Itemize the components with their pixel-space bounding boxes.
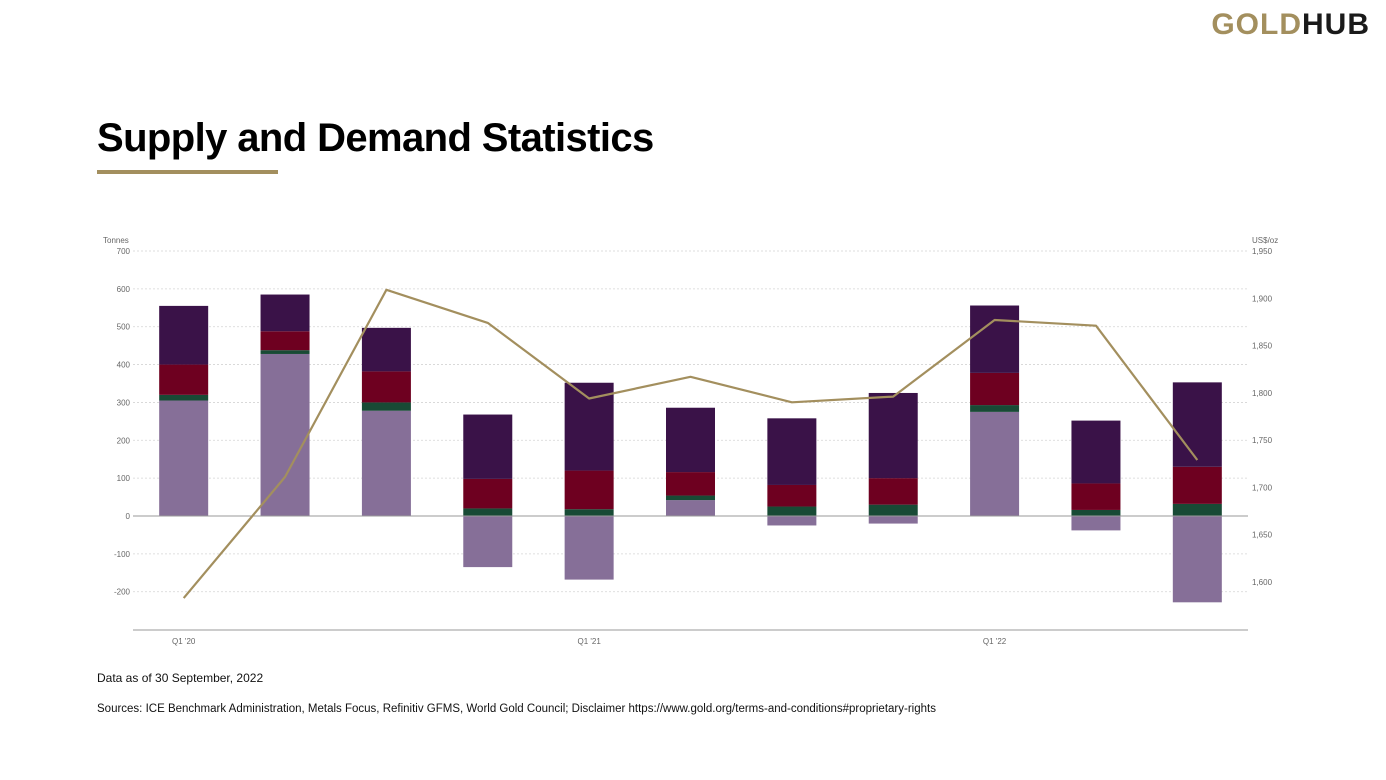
bar-segment [361, 402, 411, 411]
left-tick-label: 600 [117, 285, 131, 294]
left-axis-label: Tonnes [103, 236, 129, 245]
bar-segment [970, 372, 1020, 406]
price-line [182, 288, 1199, 599]
right-tick-label: 1,650 [1252, 531, 1273, 540]
bar-segment [159, 364, 209, 395]
x-tick-label: Q1 '22 [983, 637, 1007, 646]
right-tick-label: 1,750 [1252, 436, 1273, 445]
bar-segment [1071, 420, 1121, 484]
bar-segment [564, 470, 614, 510]
sources-note: Sources: ICE Benchmark Administration, M… [97, 703, 936, 715]
bar-segment [564, 509, 614, 516]
logo-hub-text: HUB [1302, 8, 1370, 41]
bars [159, 294, 1222, 603]
bar-segment [868, 392, 918, 479]
right-axis-label: US$/oz [1252, 236, 1278, 245]
bar-segment [463, 516, 513, 568]
bar-segment [666, 500, 715, 516]
right-tick-label: 1,900 [1252, 294, 1273, 303]
left-tick-label: 400 [117, 361, 131, 370]
bar-segment [1071, 483, 1121, 510]
bar-segment [361, 327, 411, 372]
bar-segment [767, 516, 817, 526]
logo-gold-text: GOLD [1211, 8, 1302, 41]
right-tick-label: 1,850 [1252, 342, 1273, 351]
bar-segment [159, 394, 209, 401]
bar-segment [767, 484, 817, 507]
bar-segment [1172, 516, 1222, 603]
left-tick-label: 300 [117, 398, 131, 407]
bar-segment [159, 400, 209, 516]
bar-segment [868, 478, 918, 505]
axis-labels: 700 600 500 400 300 200 100 0 -100 -200 1,950 1,900… [103, 236, 1278, 646]
bar-segment [767, 506, 817, 516]
right-tick-label: 1,800 [1252, 389, 1273, 398]
left-tick-label: -100 [114, 550, 131, 559]
bar-segment [970, 411, 1020, 516]
bar-segment [767, 418, 817, 485]
x-tick-label: Q1 '21 [577, 637, 601, 646]
bar-segment [1071, 509, 1121, 516]
bar-segment [666, 495, 715, 501]
goldhub-logo: GOLDHUB [1211, 8, 1370, 42]
bar-segment [970, 405, 1020, 412]
x-tick-label: Q1 '20 [172, 637, 196, 646]
bar-segment [970, 305, 1020, 373]
bar-segment [260, 350, 310, 354]
axes [133, 515, 1248, 631]
bar-segment [666, 472, 715, 496]
right-tick-label: 1,600 [1252, 578, 1273, 587]
bar-segment [463, 478, 513, 509]
left-tick-label: 200 [117, 436, 131, 445]
left-tick-label: -200 [114, 588, 131, 597]
bar-segment [1172, 466, 1222, 504]
page-title: Supply and Demand Statistics [97, 116, 654, 160]
bar-segment [260, 353, 310, 516]
bar-segment [463, 508, 513, 516]
bar-segment [1172, 382, 1222, 467]
left-tick-label: 100 [117, 474, 131, 483]
left-tick-label: 500 [117, 323, 131, 332]
bar-segment [1071, 516, 1121, 531]
bar-segment [159, 305, 209, 365]
data-as-of-note: Data as of 30 September, 2022 [97, 671, 264, 685]
right-tick-label: 1,700 [1252, 483, 1273, 492]
bar-segment [361, 371, 411, 403]
bar-segment [260, 331, 310, 351]
supply-demand-chart: 700 600 500 400 300 200 100 0 -100 -200 1,950 1,900… [103, 236, 1278, 646]
title-underline [97, 170, 278, 174]
bar-segment [260, 294, 310, 332]
bar-segment [868, 516, 918, 524]
left-tick-label: 0 [126, 512, 131, 521]
bar-segment [666, 407, 715, 473]
bar-segment [564, 516, 614, 580]
left-tick-label: 700 [117, 247, 131, 256]
grid-lines [133, 250, 1248, 593]
bar-segment [361, 410, 411, 516]
bar-segment [1172, 503, 1222, 516]
bar-segment [463, 414, 513, 479]
price-line-group [182, 288, 1199, 599]
right-tick-label: 1,950 [1252, 247, 1273, 256]
bar-segment [868, 504, 918, 516]
